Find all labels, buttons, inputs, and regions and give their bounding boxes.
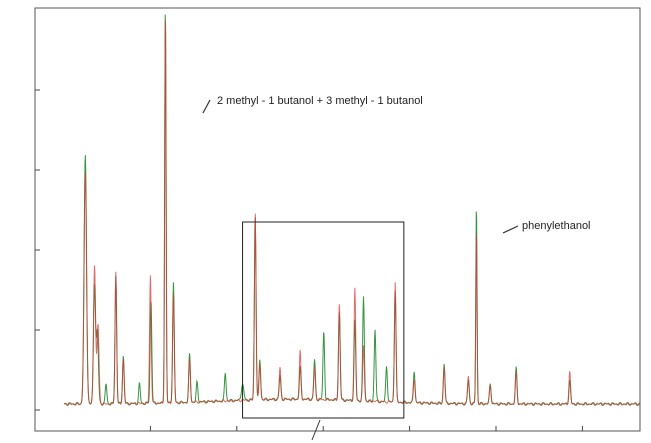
trace-line-1 (63, 21, 641, 406)
highlight-box (242, 221, 405, 419)
highlight-pointer (311, 419, 321, 441)
chromatogram-traces (63, 14, 641, 406)
annotation-leader-phenylethanol (502, 225, 519, 234)
y-axis-ticks (35, 89, 40, 411)
annotation-leader-butanol (202, 99, 211, 114)
annotation-butanol: 2 methyl - 1 butanol + 3 methyl - 1 buta… (217, 95, 423, 107)
annotation-phenylethanol: phenylethanol (522, 220, 591, 232)
x-axis-ticks (149, 426, 583, 431)
plot-area-frame (34, 7, 641, 432)
